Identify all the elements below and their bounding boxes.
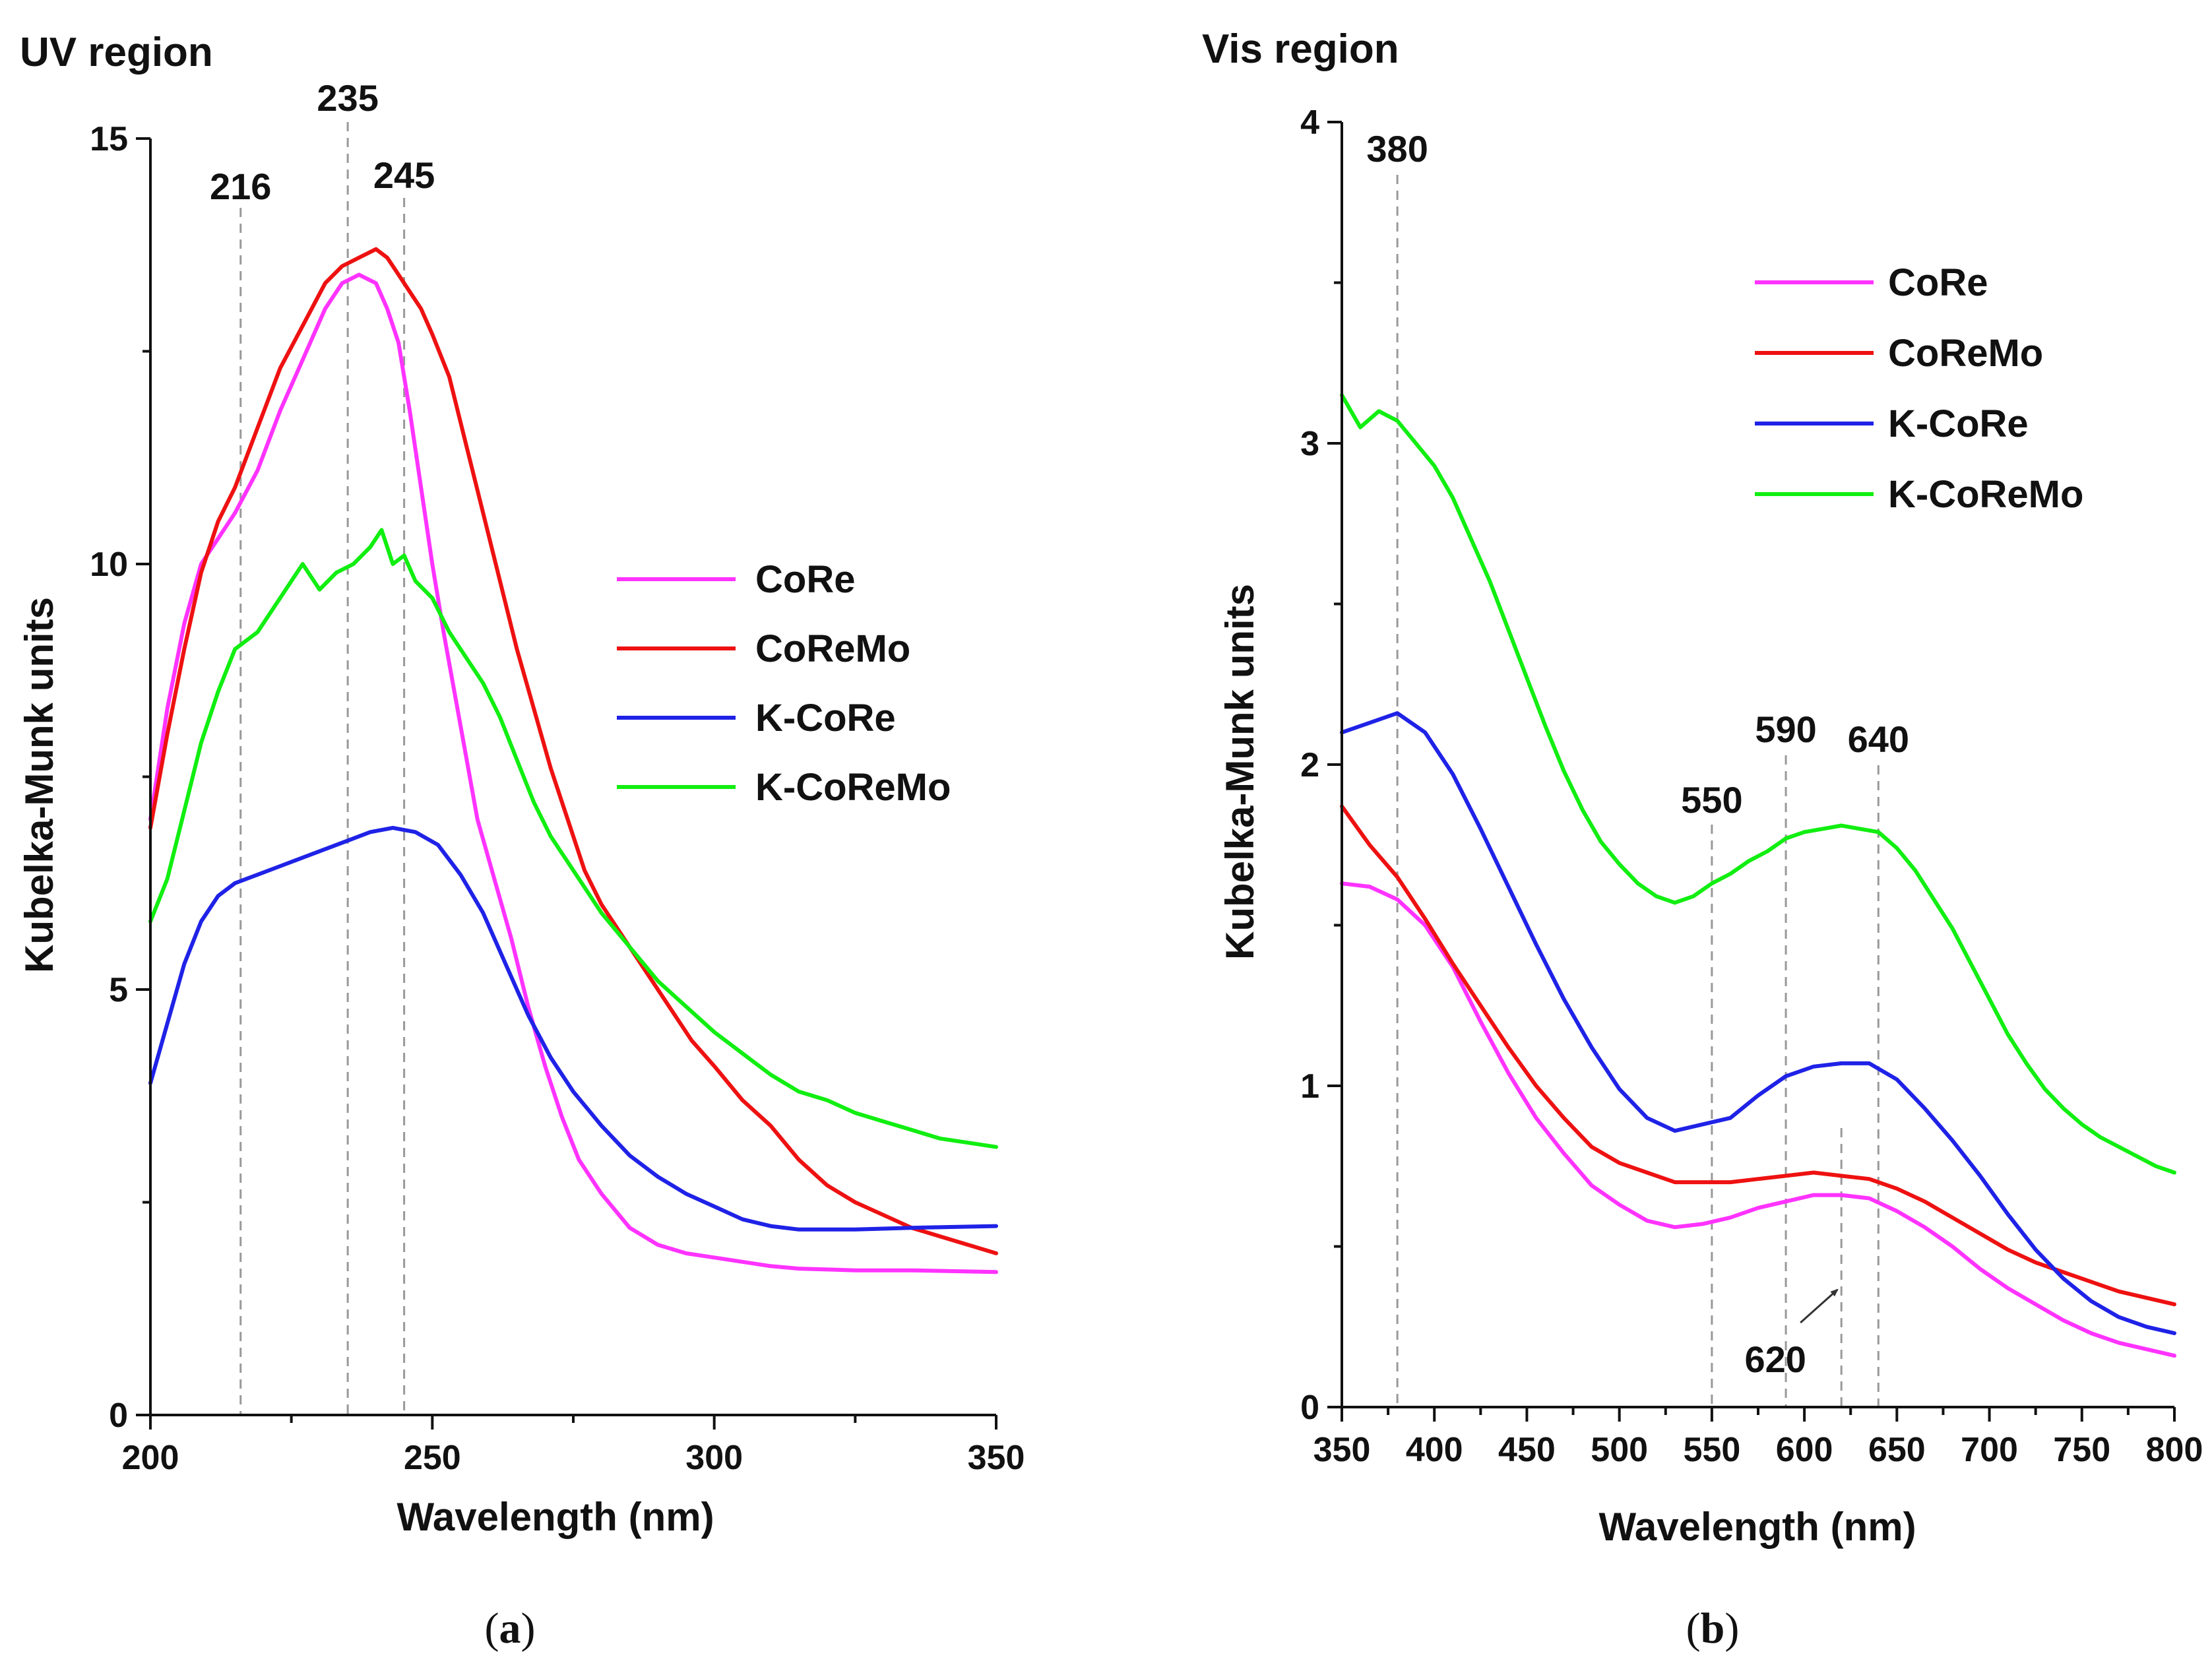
panel-b-x-tick-label: 550 bbox=[1684, 1431, 1741, 1469]
panel-a-series-k-coremo bbox=[148, 528, 998, 1149]
panel-b-x-axis-title: Wavelength (nm) bbox=[1598, 1505, 1916, 1549]
panel-a-series-k-core bbox=[148, 825, 998, 1232]
panel-b-y-tick-label: 4 bbox=[1300, 104, 1319, 142]
panel-a-marker-label-245: 245 bbox=[373, 154, 435, 196]
panel-b-marker-label-590: 590 bbox=[1755, 708, 1816, 750]
panel-b-marker-label-640: 640 bbox=[1848, 718, 1909, 760]
panel-a-x-tick-label: 250 bbox=[404, 1439, 461, 1477]
panel-b-x-tick-label: 650 bbox=[1868, 1431, 1926, 1469]
panel-b-series-core bbox=[1340, 881, 2176, 1358]
panel-a-caption: (a) bbox=[485, 1604, 536, 1652]
panel-b-plot-area: 380 550 590 640 620 350 400 450 500 550 600 650 700 7… bbox=[1300, 104, 2203, 1469]
panel-b-x-tick-label: 500 bbox=[1591, 1431, 1648, 1469]
panel-b-marker-label-620: 620 bbox=[1744, 1338, 1806, 1380]
panel-a-legend-label-core: CoRe bbox=[755, 558, 855, 601]
panel-b-caption-letter: b bbox=[1701, 1604, 1725, 1652]
panel-a-title: UV region bbox=[20, 30, 213, 75]
panel-a-x-tick-label: 350 bbox=[968, 1439, 1025, 1477]
panel-a-series-core bbox=[148, 272, 998, 1274]
panel-a-marker-label-235: 235 bbox=[317, 77, 378, 119]
panel-b-y-tick-label: 2 bbox=[1300, 746, 1319, 784]
panel-a: UV region 216 235 245 200 250 300 350 0 5 10 15 CoR… bbox=[17, 30, 1025, 1652]
panel-a-x-tick-label: 200 bbox=[122, 1439, 179, 1477]
panel-a-legend: CoRe CoReMo K-CoRe K-CoReMo bbox=[617, 558, 951, 809]
panel-a-caption-close: ) bbox=[521, 1604, 536, 1652]
panel-a-legend-label-coremo: CoReMo bbox=[755, 627, 910, 670]
panel-a-y-tick-label: 15 bbox=[90, 120, 128, 158]
panel-a-y-axis-title: Kubelka-Munk units bbox=[17, 597, 61, 973]
panel-b-series-k-coremo bbox=[1340, 393, 2176, 1175]
panel-b-series-k-core bbox=[1340, 711, 2176, 1335]
panel-b-legend-label-core: CoRe bbox=[1888, 261, 1988, 304]
panel-b-x-tick-label: 700 bbox=[1961, 1431, 2018, 1469]
panel-b-caption-open: ( bbox=[1686, 1604, 1701, 1652]
panel-b-series-coremo bbox=[1340, 804, 2176, 1307]
panel-b-caption-close: ) bbox=[1724, 1604, 1739, 1652]
panel-b-x-tick-label: 600 bbox=[1776, 1431, 1833, 1469]
panel-b-x-tick-label: 800 bbox=[2146, 1431, 2203, 1469]
panel-b-y-tick-label: 3 bbox=[1300, 425, 1319, 463]
panel-a-legend-label-k-coremo: K-CoReMo bbox=[755, 766, 951, 809]
panel-b-marker-arrow-620 bbox=[1800, 1288, 1839, 1324]
panel-b-y-tick-label: 0 bbox=[1300, 1389, 1319, 1427]
panel-a-series-coremo bbox=[148, 247, 998, 1255]
panel-a-caption-open: ( bbox=[485, 1604, 499, 1652]
panel-a-x-axis-title: Wavelength (nm) bbox=[396, 1495, 714, 1539]
panel-a-y-tick-label: 5 bbox=[109, 971, 128, 1009]
panel-a-y-tick-label: 0 bbox=[109, 1397, 128, 1435]
panel-b-caption: (b) bbox=[1686, 1604, 1740, 1652]
panel-b-y-tick-label: 1 bbox=[1300, 1067, 1319, 1106]
panel-b-x-tick-label: 350 bbox=[1313, 1431, 1371, 1469]
panel-b-x-tick-label: 400 bbox=[1406, 1431, 1463, 1469]
panel-b-legend-label-coremo: CoReMo bbox=[1888, 332, 2043, 375]
panel-a-marker-label-216: 216 bbox=[210, 166, 271, 207]
panel-b-marker-label-550: 550 bbox=[1681, 779, 1742, 821]
panel-b-x-tick-label: 750 bbox=[2053, 1431, 2110, 1469]
panel-a-caption-letter: a bbox=[499, 1604, 521, 1652]
panel-b-title: Vis region bbox=[1202, 26, 1399, 72]
panel-b-legend: CoRe CoReMo K-CoRe K-CoReMo bbox=[1755, 261, 2083, 516]
panel-a-x-tick-label: 300 bbox=[685, 1439, 743, 1477]
panel-b-x-tick-label: 450 bbox=[1498, 1431, 1556, 1469]
panel-b: Vis region 380 550 590 640 620 350 400 450 500 55… bbox=[1202, 26, 2203, 1652]
panel-a-y-tick-label: 10 bbox=[90, 546, 128, 584]
panel-b-legend-label-k-coremo: K-CoReMo bbox=[1888, 473, 2083, 516]
panel-b-y-axis-title: Kubelka-Munk units bbox=[1218, 584, 1262, 960]
panel-b-marker-label-380: 380 bbox=[1366, 128, 1428, 170]
panel-a-legend-label-k-core: K-CoRe bbox=[755, 697, 896, 739]
panel-b-legend-label-k-core: K-CoRe bbox=[1888, 402, 2029, 445]
panel-a-plot-area: 216 235 245 200 250 300 350 0 5 10 15 CoRe CoReMo K-C… bbox=[90, 77, 1025, 1477]
